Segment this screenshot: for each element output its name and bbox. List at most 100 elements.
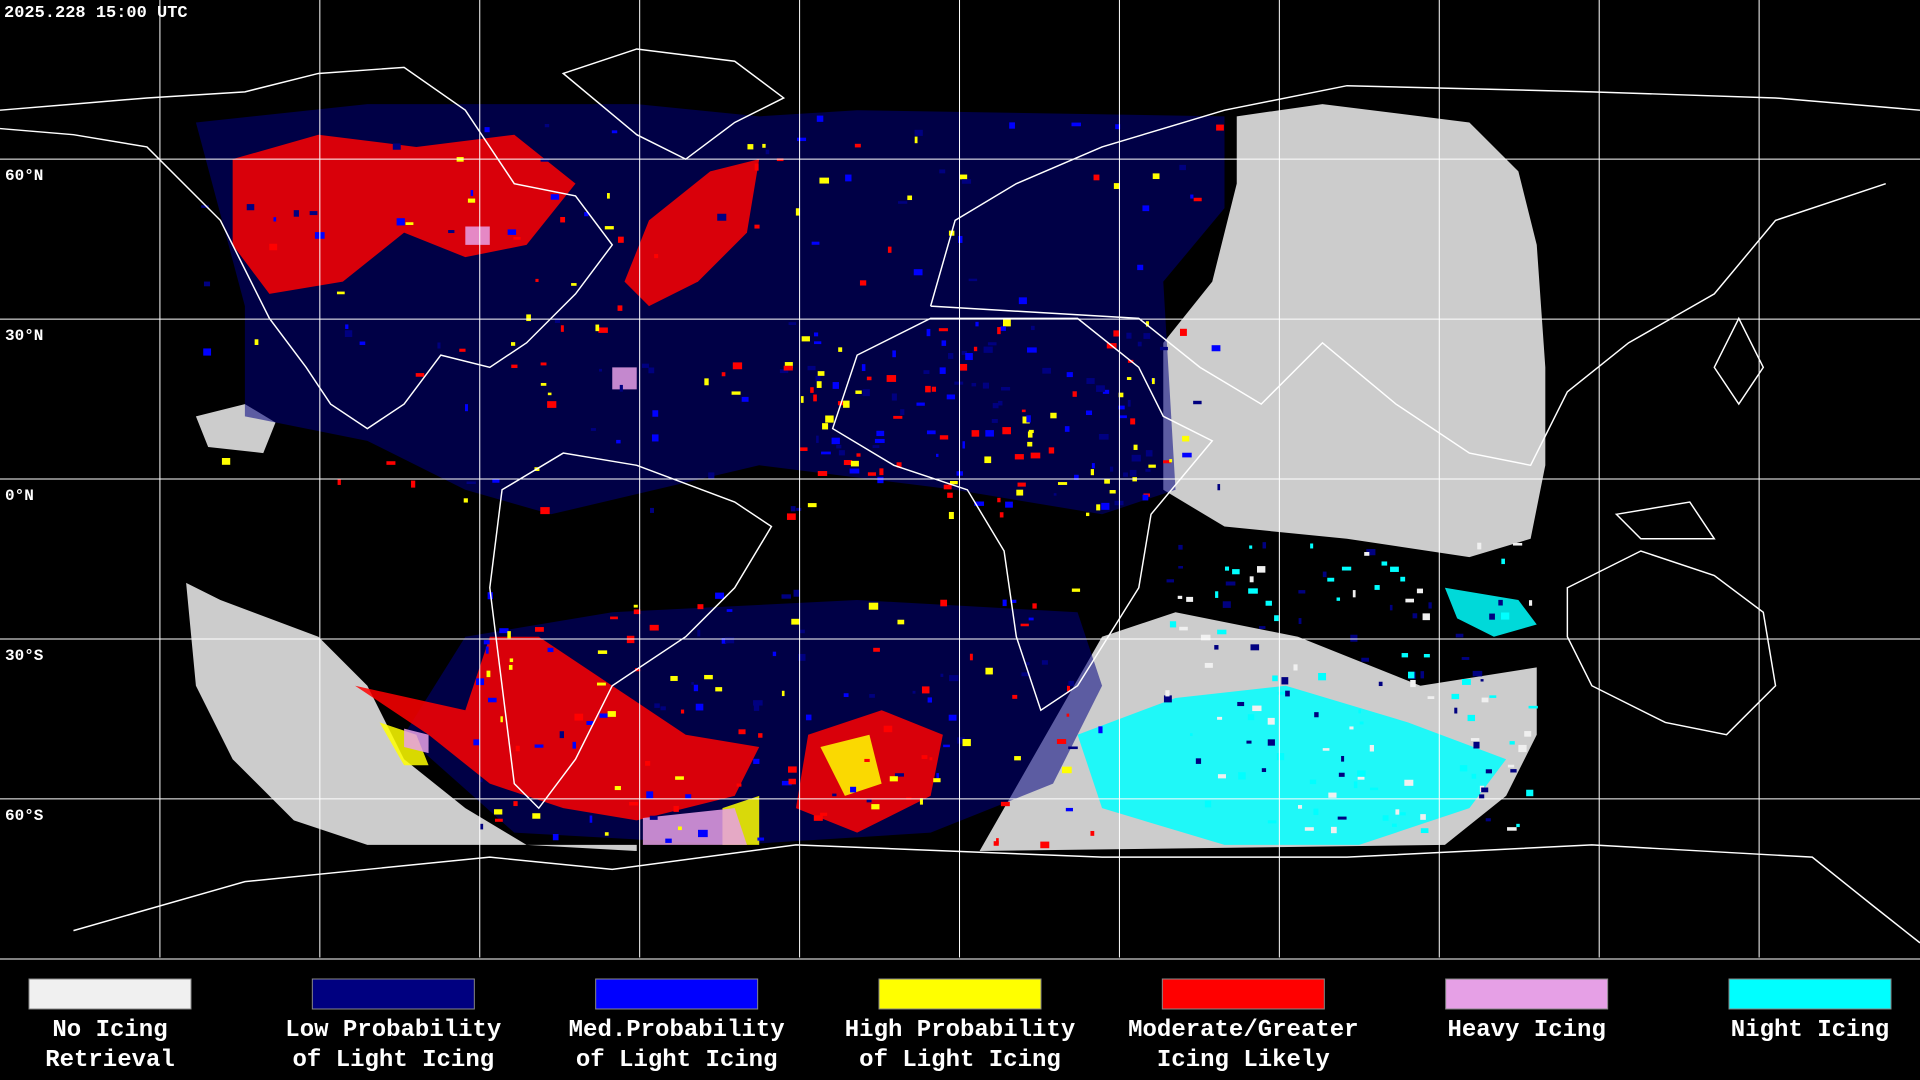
icing-speck <box>645 761 651 766</box>
icing-speck <box>1020 623 1029 627</box>
icing-speck <box>1412 613 1418 619</box>
icing-speck <box>1195 758 1202 764</box>
icing-speck <box>721 638 727 644</box>
icing-speck <box>957 737 965 744</box>
icing-speck <box>721 372 726 377</box>
icing-speck <box>1473 741 1480 749</box>
icing-speck <box>483 640 490 645</box>
icing-speck <box>1395 809 1400 815</box>
icing-speck <box>484 127 490 133</box>
icing-speck <box>1204 800 1212 808</box>
icing-speck <box>590 428 596 431</box>
icing-speck <box>754 163 759 171</box>
icing-speck <box>386 461 396 465</box>
icing-speck <box>1042 367 1051 374</box>
icing-speck <box>1498 599 1503 606</box>
icing-speck <box>1142 494 1149 501</box>
icing-speck <box>1178 566 1183 569</box>
icing-speck <box>781 690 785 697</box>
icing-speck <box>929 757 933 761</box>
icing-speck <box>1267 717 1275 725</box>
icing-speck <box>459 348 466 352</box>
icing-speck <box>781 780 792 786</box>
icing-speck <box>940 599 948 607</box>
icing-speck <box>1313 808 1319 816</box>
icing-speck <box>1061 766 1072 774</box>
icing-speck <box>616 439 621 444</box>
icing-speck <box>757 837 765 841</box>
icing-speck <box>1349 726 1354 730</box>
icing-speck <box>1182 435 1190 442</box>
icing-speck <box>1357 770 1366 777</box>
icing-speck <box>652 410 659 417</box>
icing-speck <box>913 269 923 276</box>
icing-speck <box>1369 787 1379 791</box>
icing-speck <box>1182 452 1192 458</box>
icing-region <box>465 226 490 245</box>
icing-speck <box>1071 122 1081 127</box>
icing-speck <box>747 144 754 150</box>
icing-speck <box>597 650 608 654</box>
icing-speck <box>1028 617 1034 621</box>
icing-speck <box>480 778 483 783</box>
icing-speck <box>935 453 939 457</box>
icing-speck <box>1065 807 1073 812</box>
icing-speck <box>807 365 816 371</box>
icing-speck <box>1374 585 1380 590</box>
icing-speck <box>949 480 958 485</box>
icing-speck <box>1485 818 1491 822</box>
icing-speck <box>936 773 939 780</box>
coastline <box>0 66 614 430</box>
icing-speck <box>1123 472 1128 477</box>
icing-speck <box>680 709 685 714</box>
legend-label: Retrieval <box>45 1047 175 1074</box>
icing-speck <box>879 468 884 476</box>
icing-speck <box>670 675 678 681</box>
icing-speck <box>526 314 531 322</box>
icing-speck <box>926 430 936 435</box>
icing-speck <box>1151 378 1155 385</box>
icing-speck <box>1276 753 1285 761</box>
icing-speck <box>1216 124 1224 131</box>
icing-speck <box>610 616 618 620</box>
icing-speck <box>781 594 791 599</box>
icing-speck <box>598 327 608 333</box>
icing-speck <box>1359 721 1364 725</box>
icing-speck <box>817 471 828 476</box>
icing-speck <box>1327 577 1335 582</box>
icing-speck <box>1009 122 1015 129</box>
icing-speck <box>1322 748 1330 751</box>
icing-speck <box>753 758 760 764</box>
icing-speck <box>1249 545 1253 549</box>
icing-speck <box>813 815 823 821</box>
icing-speck <box>1407 671 1415 679</box>
icing-region <box>355 636 760 821</box>
icing-speck <box>946 394 956 400</box>
icing-speck <box>715 687 723 692</box>
icing-speck <box>1404 779 1414 786</box>
icing-speck <box>962 739 971 747</box>
icing-speck <box>1481 787 1489 793</box>
icing-speck <box>392 143 401 150</box>
icing-speck <box>293 210 299 217</box>
icing-speck <box>947 492 953 498</box>
icing-speck <box>772 651 777 657</box>
icing-speck <box>849 468 860 474</box>
icing-speck <box>633 609 641 615</box>
icing-speck <box>1451 693 1460 700</box>
icing-speck <box>1211 345 1221 352</box>
icing-speck <box>633 604 638 608</box>
icing-speck <box>1298 618 1302 624</box>
icing-speck <box>877 476 884 484</box>
legend-label: Low Probability <box>285 1017 501 1044</box>
icing-speck <box>1336 597 1341 601</box>
icing-speck <box>1265 600 1272 606</box>
icing-speck <box>938 328 948 332</box>
icing-speck <box>795 208 800 216</box>
icing-speck <box>1267 739 1275 746</box>
icing-speck <box>1040 841 1050 849</box>
icing-speck <box>1002 319 1011 327</box>
icing-speck <box>1109 466 1114 472</box>
icing-speck <box>962 441 965 449</box>
legend-label: of Light Icing <box>576 1047 778 1074</box>
